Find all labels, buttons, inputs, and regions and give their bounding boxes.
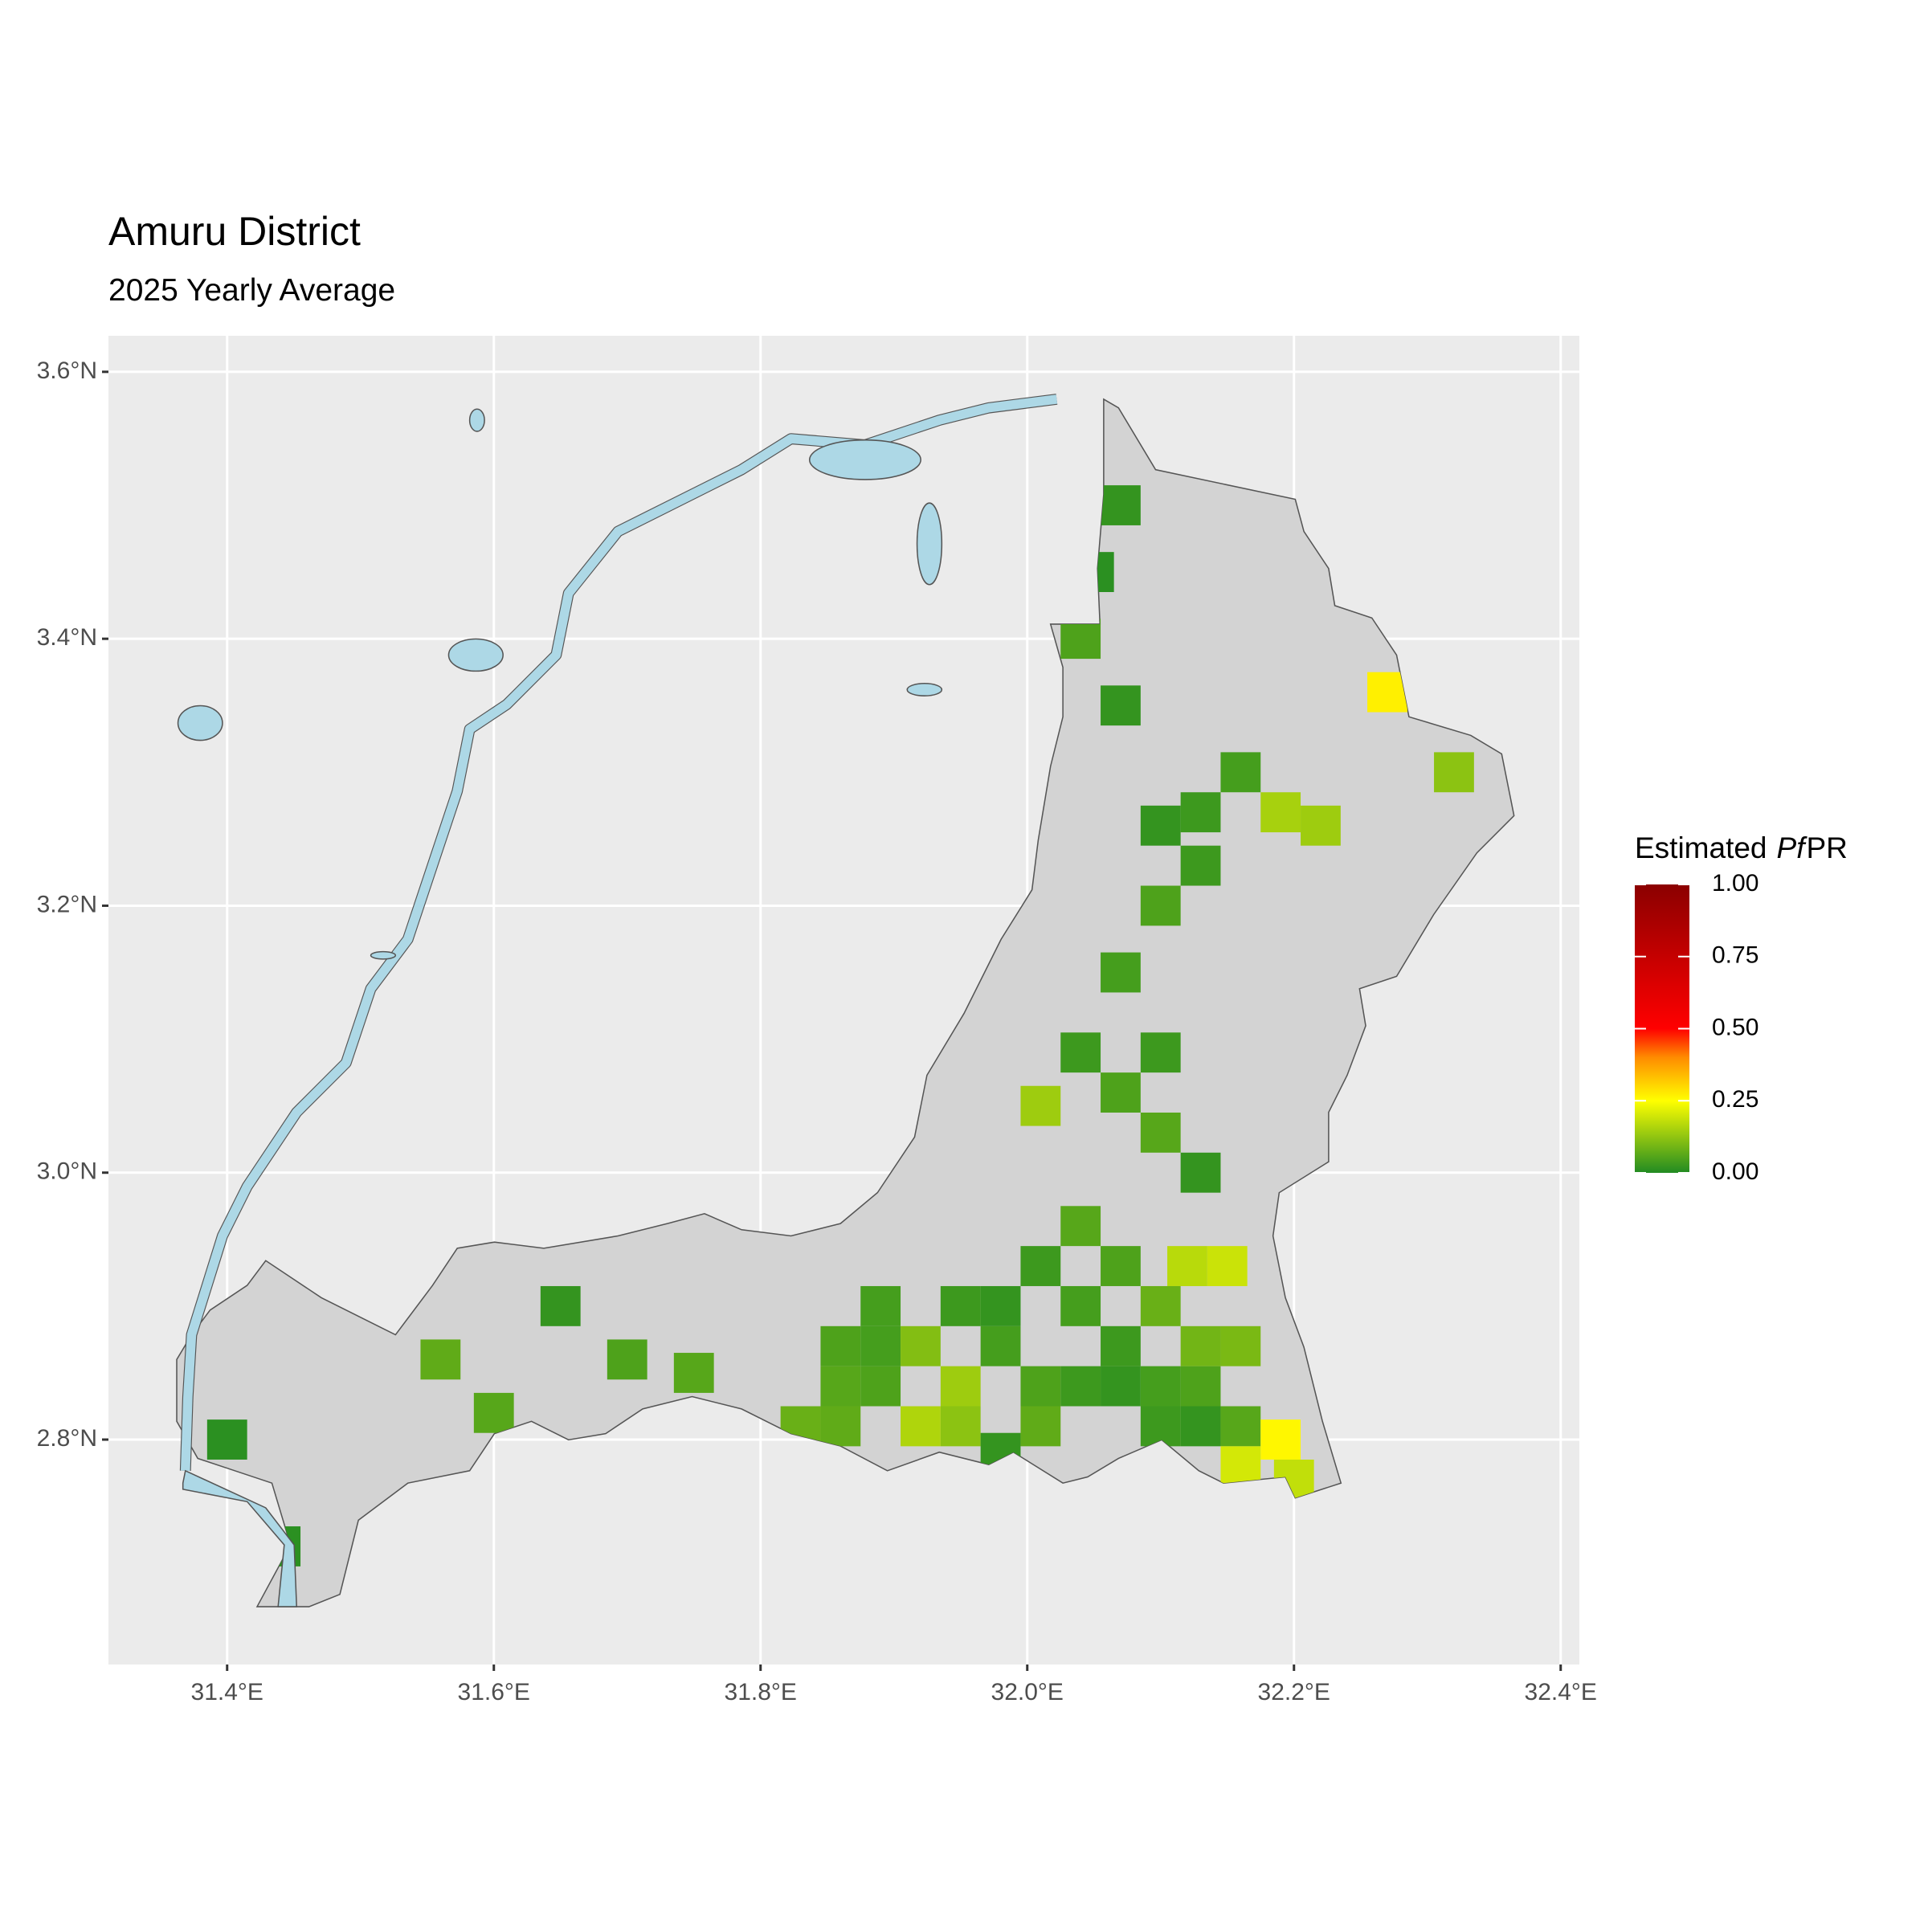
raster-cell xyxy=(820,1406,861,1447)
river-south xyxy=(182,1469,298,1607)
raster-cell xyxy=(1220,1446,1261,1487)
raster-cell xyxy=(1020,1366,1061,1407)
axes: 31.4°E 31.6°E 31.8°E 32.0°E 32.2°E 32.4°E 2.8°… xyxy=(37,357,1597,1705)
raster-cell xyxy=(1180,1325,1221,1366)
raster-cell xyxy=(1060,1285,1101,1326)
raster-cell xyxy=(1180,792,1221,833)
raster-cell xyxy=(1140,1285,1181,1326)
lake xyxy=(808,439,921,480)
raster-cell xyxy=(1180,1406,1221,1447)
legend-tick-label: 0.75 xyxy=(1712,942,1758,969)
lake xyxy=(177,705,223,741)
x-tick-label: 32.2°E xyxy=(1258,1679,1330,1705)
raster-cell xyxy=(901,1406,941,1447)
raster-cell xyxy=(1101,685,1141,726)
raster-cell xyxy=(1101,1246,1141,1286)
raster-cell xyxy=(901,1325,941,1366)
x-tick-label: 31.4°E xyxy=(191,1679,263,1705)
raster-cell xyxy=(1020,1246,1061,1286)
y-tick-label: 2.8°N xyxy=(37,1425,97,1452)
raster-cell xyxy=(1140,1406,1181,1447)
raster-cell xyxy=(1101,1072,1141,1113)
legend-title: Estimated PfPR xyxy=(1635,831,1848,864)
lake xyxy=(906,683,943,696)
raster-cell xyxy=(1101,1325,1141,1366)
raster-cell xyxy=(1140,1032,1181,1073)
raster-cell xyxy=(1060,1366,1101,1407)
raster-cell xyxy=(1167,1246,1207,1286)
legend: Estimated PfPR 1.00 0.75 0.50 0.25 0.00 xyxy=(1635,831,1848,1185)
raster-cell xyxy=(420,1339,461,1380)
raster-cell xyxy=(940,1406,981,1447)
lake xyxy=(447,638,504,672)
raster-cell xyxy=(1140,805,1181,846)
raster-cell xyxy=(206,1419,247,1460)
raster-cell xyxy=(1060,1206,1101,1247)
legend-title-part: Estimated xyxy=(1635,831,1767,864)
raster-cell xyxy=(1367,672,1407,713)
x-tick-label: 32.0°E xyxy=(991,1679,1064,1705)
raster-cell xyxy=(1101,952,1141,993)
raster-cell xyxy=(473,1392,514,1433)
map-subtitle: 2025 Yearly Average xyxy=(108,273,395,308)
legend-tick-label: 0.50 xyxy=(1712,1014,1758,1040)
raster-cell xyxy=(1140,1112,1181,1153)
lake xyxy=(916,502,943,586)
x-tick-label: 32.4°E xyxy=(1525,1679,1597,1705)
raster-cell xyxy=(1020,1406,1061,1447)
raster-cell xyxy=(1101,485,1141,525)
legend-tick-label: 0.25 xyxy=(1712,1086,1758,1113)
legend-title-part: Pf xyxy=(1777,831,1808,864)
raster-cell xyxy=(1220,1406,1261,1447)
raster-cell xyxy=(1207,1246,1248,1286)
raster-cell xyxy=(1180,1152,1221,1193)
raster-cell xyxy=(820,1325,861,1366)
legend-title-part: PR xyxy=(1806,831,1847,864)
map-title: Amuru District xyxy=(108,209,361,254)
raster-cell xyxy=(980,1285,1021,1326)
river xyxy=(181,394,1058,1472)
raster-cell xyxy=(1101,1366,1141,1407)
y-tick-label: 3.0°N xyxy=(37,1158,97,1185)
raster-cell xyxy=(1060,1032,1101,1073)
raster-cell xyxy=(607,1339,647,1380)
raster-cell xyxy=(820,1366,861,1407)
raster-cell xyxy=(1140,885,1181,926)
x-tick-label: 31.6°E xyxy=(458,1679,530,1705)
x-tick-label: 31.8°E xyxy=(725,1679,797,1705)
y-tick-label: 3.2°N xyxy=(37,891,97,917)
raster-cell xyxy=(540,1285,581,1326)
water-layer xyxy=(177,394,1058,1607)
raster-cells xyxy=(206,485,1474,1566)
raster-cell xyxy=(1220,1325,1261,1366)
raster-cell xyxy=(1180,1366,1221,1407)
raster-cell xyxy=(860,1366,901,1407)
raster-cell xyxy=(1434,752,1474,793)
raster-cell xyxy=(1260,1419,1301,1460)
raster-cell xyxy=(1180,845,1221,886)
lake xyxy=(370,950,397,960)
lake xyxy=(468,408,485,432)
raster-cell xyxy=(1140,1366,1181,1407)
raster-cell xyxy=(980,1325,1021,1366)
raster-cell xyxy=(1301,805,1341,846)
raster-cell xyxy=(1060,619,1101,660)
raster-cell xyxy=(1220,752,1261,793)
y-tick-label: 3.4°N xyxy=(37,624,97,651)
raster-cell xyxy=(940,1285,981,1326)
raster-cell xyxy=(860,1325,901,1366)
legend-tick-label: 1.00 xyxy=(1712,870,1758,897)
legend-tick-label: 0.00 xyxy=(1712,1158,1758,1185)
raster-cell xyxy=(940,1366,981,1407)
raster-cell xyxy=(1020,1085,1061,1126)
raster-cell xyxy=(860,1285,901,1326)
raster-cell xyxy=(673,1353,714,1393)
y-tick-label: 3.6°N xyxy=(37,357,97,384)
raster-cell xyxy=(1260,792,1301,833)
